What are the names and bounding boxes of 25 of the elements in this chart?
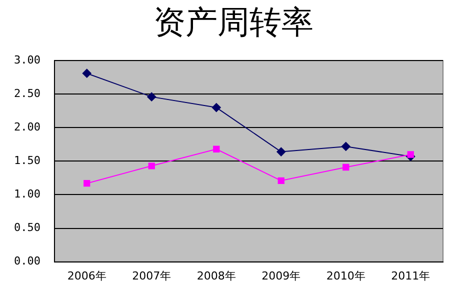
point [82, 68, 92, 78]
point [276, 147, 286, 156]
chart-title: 资产周转率 [152, 3, 314, 42]
y-tick-label: 3.00 [14, 53, 40, 66]
y-tick-label: 1.50 [14, 154, 40, 168]
point [147, 92, 156, 102]
y-tick-label: 2.50 [14, 86, 40, 100]
x-tick-label: 2009年 [262, 269, 301, 282]
x-tick-label: 2008年 [196, 269, 236, 282]
x-tick-label: 2007年 [132, 269, 172, 282]
y-tick-label: 0.50 [14, 221, 40, 234]
point [278, 177, 284, 184]
point [148, 162, 155, 170]
x-tick-label: 2011年 [391, 269, 430, 282]
point [213, 146, 220, 152]
y-tick-label: 0.00 [14, 254, 40, 268]
x-tick-label: 2006年 [67, 269, 106, 282]
y-tick-label: 2.00 [14, 120, 40, 134]
point [84, 180, 90, 187]
point [212, 103, 221, 112]
point [407, 151, 414, 158]
point [342, 164, 350, 171]
point [341, 142, 350, 151]
x-tick-label: 2010年 [326, 269, 366, 282]
y-tick-label: 1.00 [14, 188, 40, 201]
